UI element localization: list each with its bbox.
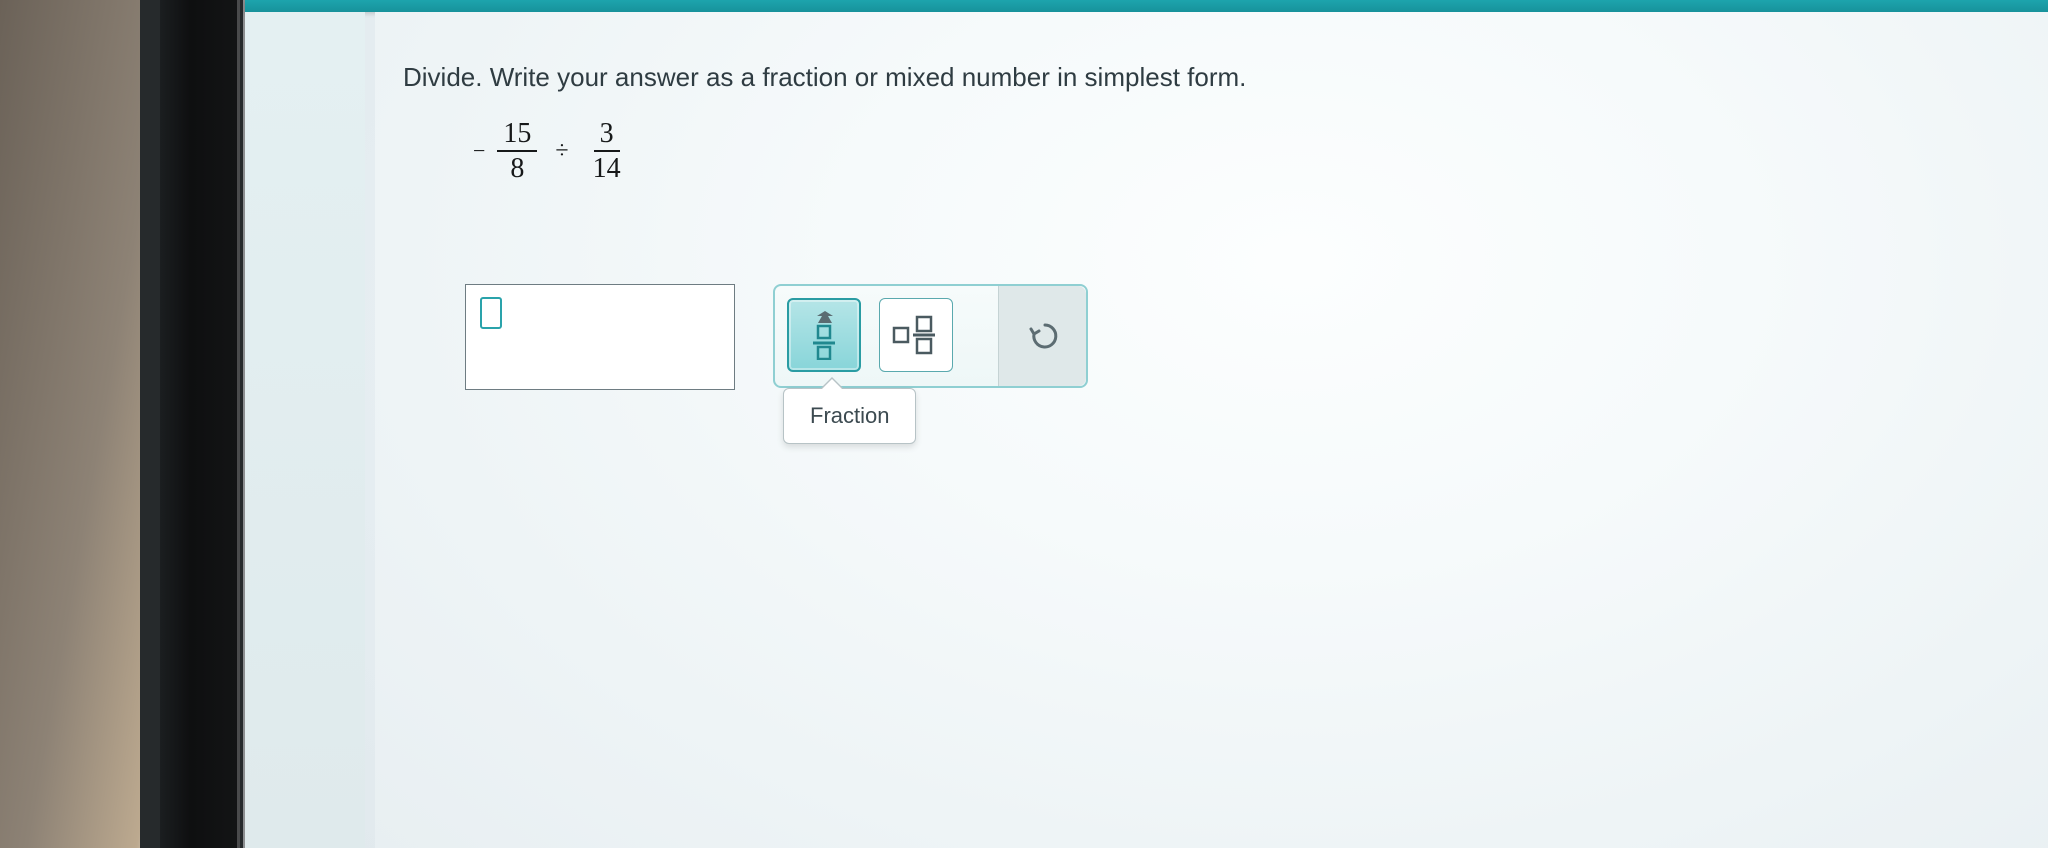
undo-region bbox=[998, 286, 1086, 386]
app-topbar bbox=[245, 0, 2048, 12]
monitor-bezel bbox=[160, 0, 240, 848]
screen-area: Divide. Write your answer as a fraction … bbox=[243, 0, 2048, 848]
fraction-1: 15 8 bbox=[497, 119, 537, 184]
fraction-2: 3 14 bbox=[587, 119, 627, 184]
question-content: Divide. Write your answer as a fraction … bbox=[375, 12, 2048, 848]
fraction-1-numerator: 15 bbox=[497, 119, 537, 152]
fraction-2-numerator: 3 bbox=[594, 119, 620, 152]
fraction-tool-icon bbox=[803, 310, 845, 360]
undo-icon bbox=[1027, 320, 1059, 352]
division-sign: ÷ bbox=[555, 138, 568, 165]
left-rail bbox=[245, 12, 365, 848]
mixed-number-tool-icon bbox=[891, 313, 941, 357]
answer-row: Fraction bbox=[465, 284, 2020, 390]
leading-sign: − bbox=[473, 138, 485, 164]
mixed-number-tool-button[interactable] bbox=[879, 298, 953, 372]
fraction-1-denominator: 8 bbox=[504, 152, 530, 183]
tool-tooltip-label: Fraction bbox=[810, 403, 889, 428]
fraction-2-denominator: 14 bbox=[587, 152, 627, 183]
question-prompt: Divide. Write your answer as a fraction … bbox=[403, 62, 2020, 93]
answer-input[interactable] bbox=[465, 284, 735, 390]
undo-button[interactable] bbox=[1021, 314, 1065, 358]
answer-placeholder-icon bbox=[480, 297, 502, 329]
input-tool-panel: Fraction bbox=[773, 284, 1088, 388]
tool-tooltip: Fraction bbox=[783, 388, 916, 444]
equation: − 15 8 ÷ 3 14 bbox=[473, 119, 2020, 184]
fraction-tool-button[interactable] bbox=[787, 298, 861, 372]
